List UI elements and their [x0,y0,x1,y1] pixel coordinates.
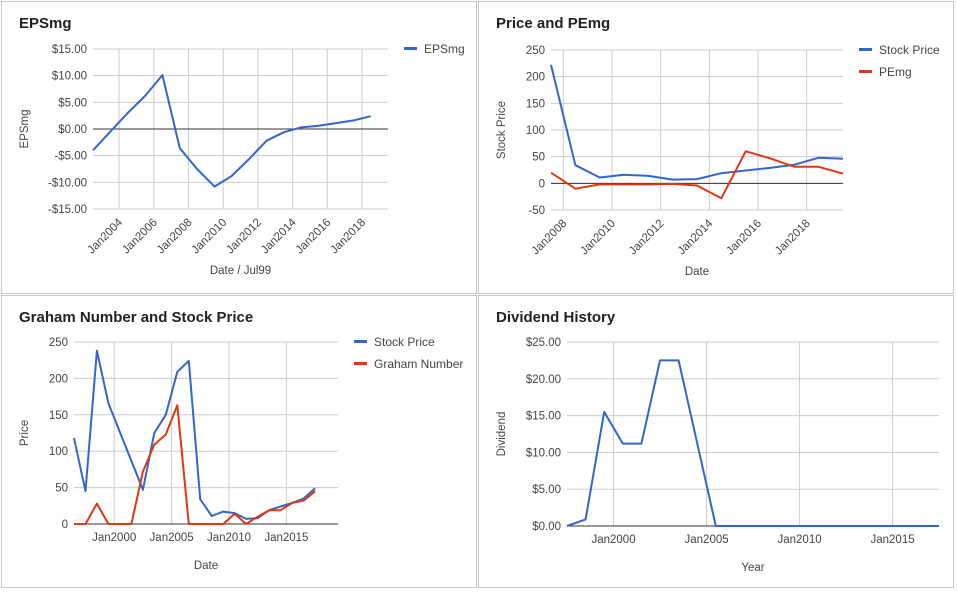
y-tick-label: $5.00 [58,97,87,109]
chart-svg: $25.00 $20.00 $15.00 $10.00 $5.00 $0.00 Jan200… [496,337,939,574]
x-tick-label: Jan2008 [155,217,195,257]
x-axis-title: Date [685,266,709,278]
y-tick-label: 200 [526,72,545,84]
x-tick-label: Jan2014 [259,216,299,256]
chart-title: Price and PEmg [496,15,611,32]
series-line [73,349,316,520]
x-tick-label: Jan2012 [224,217,264,257]
chart-svg: 250 200 150 100 50 0 Jan2000 Jan2005 Jan2010 Jan2… [19,335,463,572]
y-tick-label: 50 [532,152,545,164]
series-line [566,359,939,527]
legend-label: Stock Price [879,43,940,57]
x-tick-label: Jan2006 [120,217,160,257]
x-tick-label: Jan2012 [627,218,667,258]
y-tick-label: $10.00 [526,447,561,459]
y-tick-label: 50 [55,483,68,495]
y-tick-label: 100 [49,446,68,458]
chart-title: Dividend History [496,309,616,326]
x-tick-label: Jan2005 [150,532,194,544]
y-tick-label: -50 [528,205,545,217]
legend-swatch [859,48,872,51]
y-tick-label: 150 [526,98,545,110]
chart-panel-epsmg: EPSmg $15.00 $10.00 $5.00 $0.00 -$5.00 -$10.0… [1,1,477,294]
y-tick-label: 100 [526,125,545,137]
y-tick-label: -$5.00 [54,151,87,163]
x-tick-label: Jan2010 [778,534,822,546]
y-axis-title: EPSmg [19,110,31,149]
x-tick-label: Jan2016 [294,217,334,257]
y-tick-label: $0.00 [532,521,561,533]
x-axis-title: Date / Jul99 [210,265,271,277]
chart-panel-dividend-history: Dividend History $25.00 $20.00 $15.00 $10.0… [478,295,954,588]
y-tick-label: $5.00 [532,484,561,496]
x-tick-label: Jan2015 [264,532,308,544]
x-tick-label: Jan2008 [530,218,570,258]
y-tick-label: 250 [49,337,68,349]
y-tick-label: 200 [49,373,68,385]
y-tick-label: 150 [49,410,68,422]
x-tick-label: Jan2005 [685,534,729,546]
legend-swatch [354,340,367,343]
x-tick-label: Jan2010 [190,217,230,257]
chart-panel-graham-number: Graham Number and Stock Price 250 200 150 1… [1,295,477,588]
legend-swatch [859,70,872,73]
y-tick-label: $0.00 [58,124,87,136]
y-axis-title: Stock Price [496,101,508,159]
y-tick-label: -$15.00 [48,204,87,216]
y-tick-label: -$10.00 [48,177,87,189]
y-axis-title: Dividend [496,412,508,457]
x-tick-label: Jan2016 [724,218,764,258]
y-tick-label: $15.00 [526,411,561,423]
x-axis-title: Year [741,562,764,574]
series-line [550,64,844,181]
x-tick-label: Jan2015 [870,534,914,546]
legend-swatch [354,362,367,365]
x-axis-title: Date [194,560,218,572]
y-tick-label: $25.00 [526,337,561,349]
y-tick-label: 0 [539,178,545,190]
y-tick-label: $20.00 [526,374,561,386]
legend-swatch [404,47,417,50]
x-tick-label: Jan2000 [92,532,136,544]
x-tick-label: Jan2000 [591,534,635,546]
legend-label: EPSmg [424,42,465,56]
series-line [92,74,371,188]
x-tick-label: Jan2004 [86,216,126,256]
legend-label: PEmg [879,65,912,79]
y-tick-label: $15.00 [52,44,87,56]
x-tick-label: Jan2018 [773,218,813,258]
x-tick-label: Jan2014 [676,217,716,257]
x-tick-label: Jan2018 [328,217,368,257]
x-tick-label: Jan2010 [578,218,618,258]
chart-svg: $15.00 $10.00 $5.00 $0.00 -$5.00 -$10.00 -$15.… [19,42,465,277]
y-tick-label: 0 [62,519,68,531]
legend-label: Graham Number [374,357,463,371]
chart-panel-price-pemg: Price and PEmg 250 200 150 100 50 0 -50 Jan2008… [478,1,954,294]
chart-title: Graham Number and Stock Price [19,309,254,326]
legend-label: Stock Price [374,335,435,349]
series-line [550,150,844,200]
y-tick-label: 250 [526,45,545,57]
y-tick-label: $10.00 [52,71,87,83]
x-tick-label: Jan2010 [207,532,251,544]
chart-title: EPSmg [19,15,72,32]
series-line [74,404,316,525]
y-axis-title: Price [19,420,31,446]
